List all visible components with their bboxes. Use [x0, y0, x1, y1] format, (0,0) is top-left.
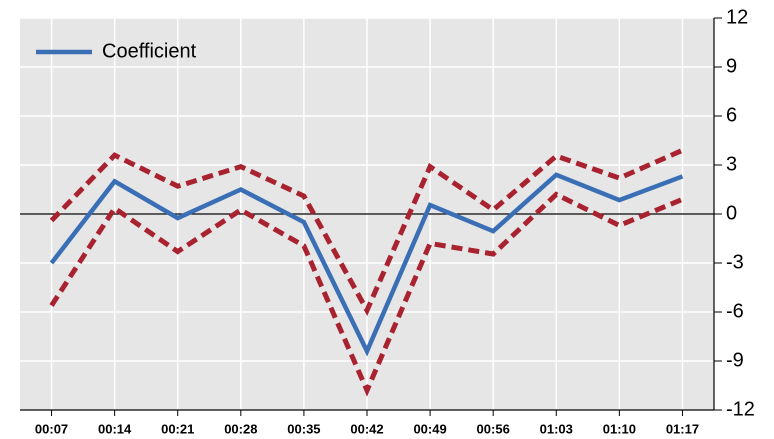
y-tick-label: 6: [726, 104, 737, 126]
legend-label: Coefficient: [102, 40, 197, 62]
x-tick-label: 00:49: [413, 421, 446, 436]
series-line: [49, 191, 684, 397]
x-tick-label: 00:56: [477, 421, 510, 436]
y-tick-label: 9: [726, 55, 737, 77]
y-tick-label: -3: [726, 251, 744, 273]
series-line: [49, 172, 684, 357]
y-tick-label: 12: [726, 6, 748, 28]
y-tick-label: -9: [726, 349, 744, 371]
y-tick-label: -12: [726, 398, 755, 420]
x-tick-label: 00:21: [161, 421, 194, 436]
x-tick-label: 00:42: [350, 421, 383, 436]
x-tick-label: 01:17: [666, 421, 699, 436]
x-tick-label: 00:35: [287, 421, 320, 436]
y-tick-label: 3: [726, 153, 737, 175]
y-tick-label: -6: [726, 300, 744, 322]
series-line: [49, 148, 684, 317]
x-tick-label: 00:28: [224, 421, 257, 436]
y-tick-label: 0: [726, 202, 737, 224]
x-tick-label: 01:03: [540, 421, 573, 436]
x-tick-label: 01:10: [603, 421, 636, 436]
x-tick-label: 00:14: [98, 421, 132, 436]
x-tick-label: 00:07: [35, 421, 68, 436]
